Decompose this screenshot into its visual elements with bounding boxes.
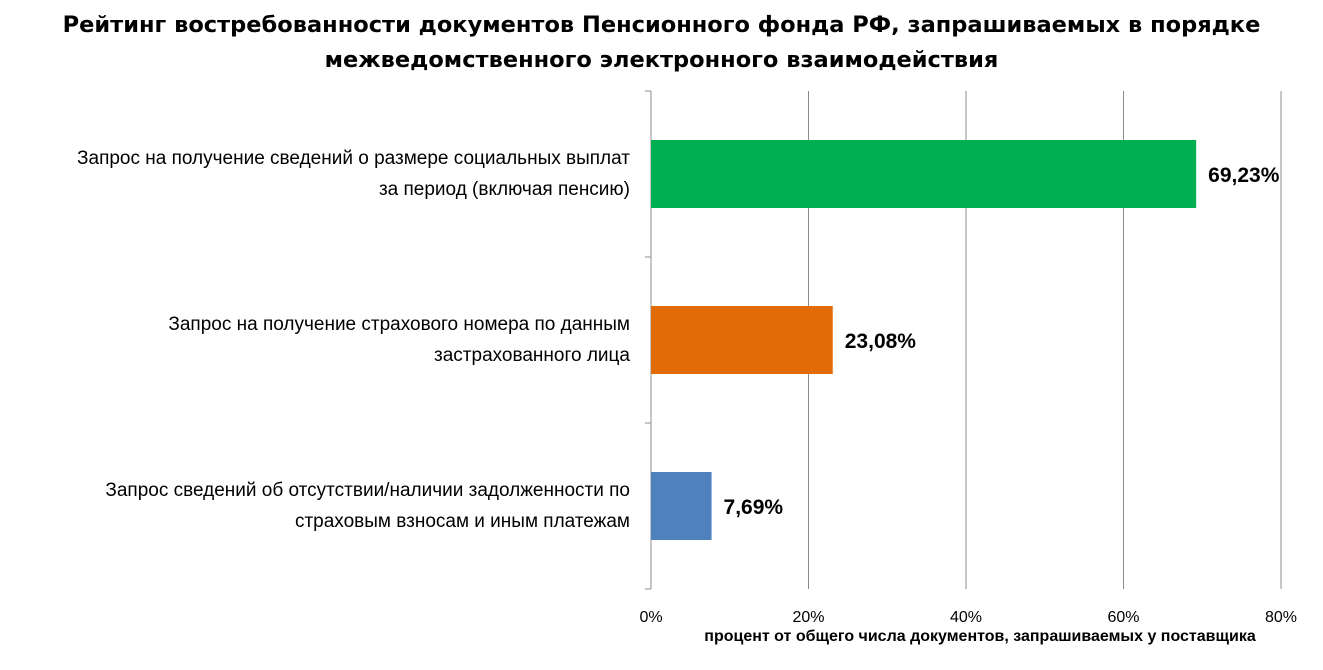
category-label-line: страховым взносам и иным платежам <box>294 511 630 532</box>
bar <box>651 472 712 540</box>
data-label: 69,23% <box>1208 164 1280 187</box>
x-tick-label: 40% <box>950 609 982 626</box>
category-label-line: Запрос на получение сведений о размере с… <box>77 148 630 169</box>
category-label-line: застрахованного лица <box>434 345 630 366</box>
x-tick-label: 60% <box>1107 609 1139 626</box>
category-label-line: Запрос на получение страхового номера по… <box>168 314 630 335</box>
data-label: 23,08% <box>845 330 917 353</box>
x-tick-label: 80% <box>1265 609 1297 626</box>
x-tick-label: 20% <box>792 609 824 626</box>
bar <box>651 306 833 374</box>
category-label-line: Запрос сведений об отсутствии/наличии за… <box>105 480 630 501</box>
category-label-line: за период (включая пенсию) <box>378 179 630 200</box>
chart-title-line-1: Рейтинг востребованности документов Пенс… <box>62 12 1261 38</box>
x-tick-label: 0% <box>639 609 662 626</box>
category-label: Запрос на получение страхового номера по… <box>0 309 630 371</box>
category-label: Запрос сведений об отсутствии/наличии за… <box>0 475 630 537</box>
data-label: 7,69% <box>724 496 784 519</box>
category-label: Запрос на получение сведений о размере с… <box>0 143 630 205</box>
x-axis-label: процент от общего числа документов, запр… <box>704 628 1256 645</box>
chart-title: Рейтинг востребованности документов Пенс… <box>0 8 1323 78</box>
bar <box>651 140 1197 208</box>
chart-title-line-2: межведомственного электронного взаимодей… <box>324 47 999 73</box>
